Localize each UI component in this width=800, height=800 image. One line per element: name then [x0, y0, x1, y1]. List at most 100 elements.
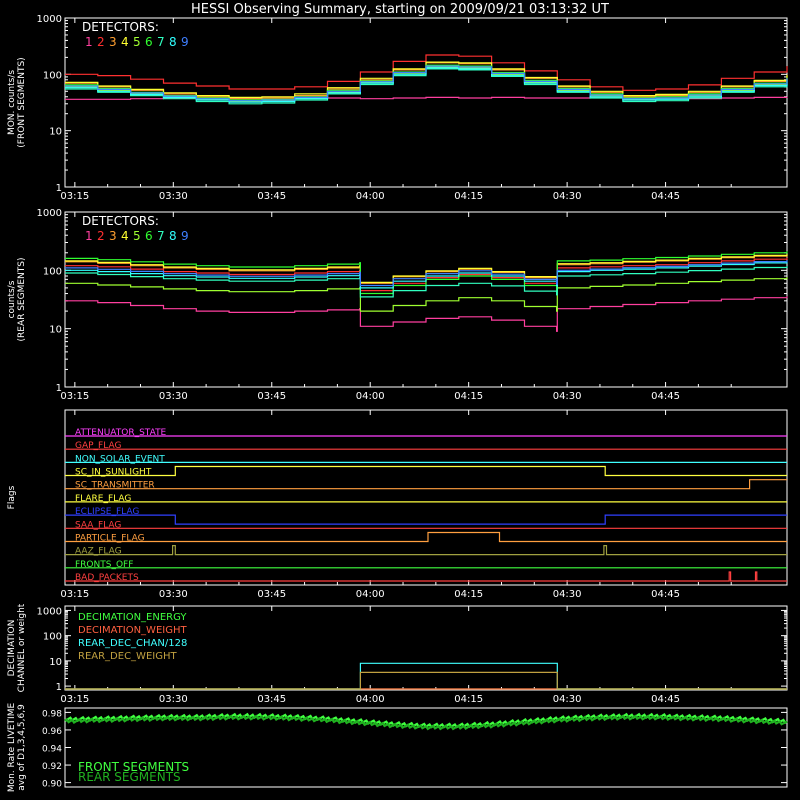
decimation-xtick-label: 03:30 — [159, 694, 188, 705]
front-axes-frame — [64, 17, 788, 188]
front-ylabel: MON. counts/s — [7, 70, 17, 135]
front-xtick-label: 04:00 — [356, 191, 385, 202]
livetime-ytick-label: 0.98 — [42, 709, 62, 719]
front-legend-detector-4: 4 — [121, 35, 129, 49]
front-xtick-label: 04:15 — [454, 191, 483, 202]
rear-xtick-label: 04:45 — [651, 391, 680, 402]
rear-segments-panel: 1 10 100 1000 03:15 03:30 03:45 04:00 04:15 04:30… — [7, 208, 788, 402]
flags-xtick-label: 04:00 — [356, 589, 385, 600]
rear-legend-detector-2: 2 — [97, 229, 105, 243]
decimation-axes-frame — [64, 605, 788, 691]
front-series-detector-4 — [65, 61, 788, 98]
flag-label-sc-in-sunlight: SC_IN_SUNLIGHT — [75, 468, 152, 478]
front-xtick-label: 03:30 — [159, 191, 188, 202]
rear-xtick-label: 03:15 — [60, 391, 89, 402]
figure-title: HESSI Observing Summary, starting on 200… — [191, 2, 609, 17]
decimation-xtick-label: 04:45 — [651, 694, 680, 705]
front-xtick-label: 03:45 — [257, 191, 286, 202]
flags-xtick-label: 04:15 — [454, 589, 483, 600]
decimation-ytick-label: 1000 — [37, 606, 62, 617]
front-legend-detector-2: 2 — [97, 35, 105, 49]
rear-legend-detector-7: 7 — [157, 229, 165, 243]
flag-label-sc-transmitter: SC_TRANSMITTER — [75, 481, 155, 491]
flags-ylabel: Flags — [7, 485, 17, 509]
livetime-ytick-label: 0.92 — [42, 762, 62, 772]
rear-ytick-label: 10 — [49, 325, 62, 336]
front-series-detector-2 — [65, 54, 788, 91]
flag-label-attenuator-state: ATTENUATOR_STATE — [75, 428, 167, 438]
rear-ytick-label: 1 — [56, 383, 62, 394]
decimation-ylabel: DECIMATION — [7, 620, 17, 677]
flag-line-bad-packets — [65, 571, 787, 582]
front-ytick-label: 100 — [43, 70, 62, 81]
rear-ylabel: counts/s — [7, 280, 17, 318]
rear-series-detector-3 — [65, 254, 788, 284]
rear-legend-detector-9: 9 — [181, 229, 189, 243]
front-legend-detector-1: 1 — [85, 35, 93, 49]
rear-legend-detector-5: 5 — [133, 229, 141, 243]
decimation-ytick-label: 1 — [56, 682, 62, 693]
front-ytick-label: 1000 — [37, 14, 62, 25]
rear-legend-title: DETECTORS: — [82, 214, 159, 228]
decimation-ytick-label: 10 — [49, 657, 62, 668]
livetime-ylabel: Mon. Rate LIVETIME — [7, 703, 17, 793]
rear-series-detector-9 — [65, 260, 788, 287]
front-xtick-label: 04:45 — [651, 191, 680, 202]
flag-line-particle-flag — [65, 531, 787, 543]
flag-label-flare-flag: FLARE_FLAG — [75, 494, 131, 504]
front-legend-detector-6: 6 — [145, 35, 153, 49]
flag-label-gap-flag: GAP_FLAG — [75, 441, 121, 451]
front-legend-detector-3: 3 — [109, 35, 117, 49]
flag-label-non-solar-event: NON_SOLAR_EVENT — [75, 454, 165, 464]
flag-label-fronts-off: FRONTS_OFF — [75, 560, 133, 570]
decimation-legend-1: DECIMATION_WEIGHT — [78, 625, 187, 636]
flag-line-eclipse-flag — [65, 514, 787, 525]
rear-axes-frame — [64, 211, 788, 388]
decimation-xtick-label: 03:15 — [60, 694, 89, 705]
rear-xtick-label: 04:30 — [553, 391, 582, 402]
flag-label-aaz-flag: AAZ_FLAG — [75, 547, 122, 557]
decimation-ylabel: CHANNEL or weight — [17, 603, 27, 692]
front-xtick-label: 04:30 — [553, 191, 582, 202]
flag-line-aaz-flag — [65, 545, 787, 556]
decimation-xtick-label: 03:45 — [257, 694, 286, 705]
decimation-xtick-label: 04:15 — [454, 694, 483, 705]
flags-xtick-label: 03:30 — [159, 589, 188, 600]
livetime-panel: Mon. Rate LIVETIME avg of D1,3,4,5,6,9 0.9… — [7, 703, 788, 793]
decimation-xtick-label: 04:00 — [356, 694, 385, 705]
livetime-ylabel: avg of D1,3,4,5,6,9 — [17, 704, 27, 791]
rear-ytick-label: 100 — [43, 266, 62, 277]
decimation-series-3 — [65, 671, 787, 690]
flag-label-eclipse-flag: ECLIPSE_FLAG — [75, 507, 139, 517]
rear-legend-detector-6: 6 — [145, 229, 153, 243]
rear-series-detector-8 — [65, 261, 788, 289]
rear-xtick-label: 03:45 — [257, 391, 286, 402]
plot-panels: 1 10 100 1000 03:15 03:30 03:45 04:00 04:15 04:30… — [7, 14, 788, 793]
livetime-legend-1: REAR SEGMENTS — [78, 770, 181, 784]
rear-series-detector-5 — [65, 277, 788, 312]
front-legend-detector-7: 7 — [157, 35, 165, 49]
flag-line-sc-in-sunlight — [65, 465, 787, 477]
flag-label-saa-flag: SAA_FLAG — [75, 520, 121, 530]
front-series-detector-9 — [65, 65, 788, 102]
rear-ylabel: (REAR SEGMENTS) — [17, 257, 27, 341]
flags-axes-frame — [64, 409, 788, 586]
rear-xtick-label: 04:15 — [454, 391, 483, 402]
front-legend-detector-5: 5 — [133, 35, 141, 49]
rear-legend-detector-8: 8 — [169, 229, 177, 243]
rear-legend-detector-3: 3 — [109, 229, 117, 243]
rear-series-detector-1 — [65, 296, 788, 332]
decimation-legend-2: REAR_DEC_CHAN/128 — [78, 638, 187, 649]
front-legend-detector-8: 8 — [169, 35, 177, 49]
rear-legend-detector-4: 4 — [121, 229, 129, 243]
decimation-ytick-label: 100 — [43, 632, 62, 643]
front-ytick-label: 1 — [56, 183, 62, 194]
flags-xtick-label: 03:45 — [257, 589, 286, 600]
rear-series-detector-4 — [65, 254, 788, 283]
flags-panel: 03:15 03:30 03:45 04:00 04:15 04:30 04:45 Flags… — [7, 409, 788, 600]
decimation-legend-0: DECIMATION_ENERGY — [78, 612, 187, 623]
livetime-legend-0: FRONT SEGMENTS — [78, 760, 189, 774]
front-legend-title: DETECTORS: — [82, 20, 159, 34]
